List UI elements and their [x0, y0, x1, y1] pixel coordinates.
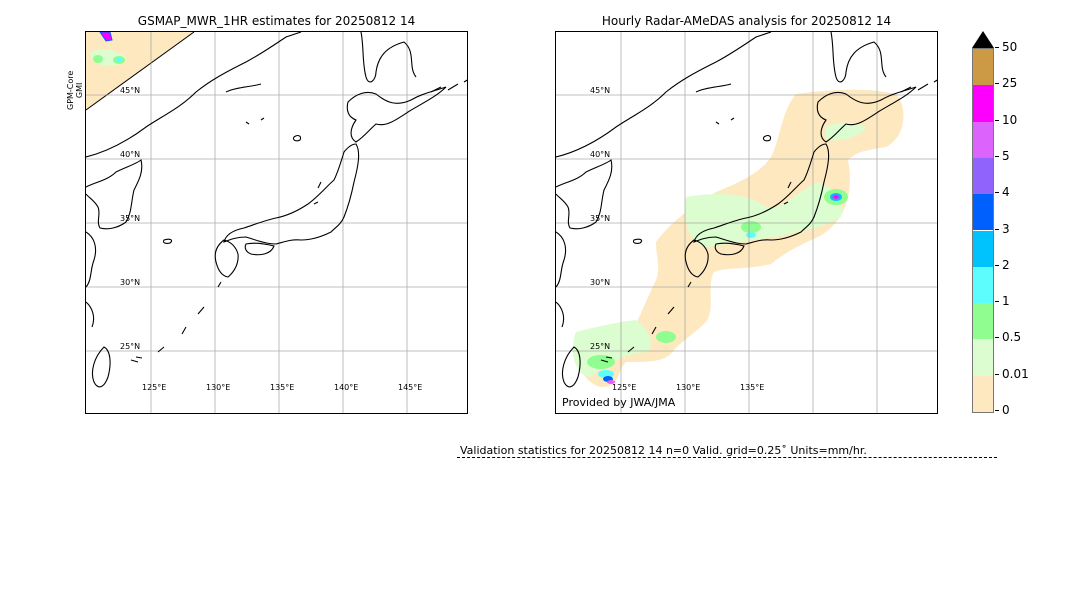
precip-0.01-area	[826, 122, 866, 141]
colorbar-tick-label: 25	[995, 76, 1017, 90]
colorbar-segment	[973, 230, 993, 267]
lat-label: 40°N	[590, 150, 611, 159]
precip-0.5-area	[741, 221, 761, 233]
right-map: 45°N 40°N 35°N 30°N 25°N 125°E 130°E 135…	[555, 31, 938, 414]
lon-label: 125°E	[142, 383, 167, 392]
colorbar-extend-arrow	[972, 31, 994, 48]
swath-edge	[86, 32, 195, 111]
colorbar-segment	[973, 157, 993, 195]
precip-0.5-area	[656, 331, 676, 343]
lon-label: 130°E	[676, 383, 701, 392]
lat-label: 45°N	[120, 86, 141, 95]
precip-25-area	[834, 195, 838, 199]
lon-label: 145°E	[398, 383, 423, 392]
colorbar-segment	[973, 194, 993, 231]
lon-label: 135°E	[740, 383, 765, 392]
colorbar-tick-label: 0.01	[995, 367, 1029, 381]
colorbar-segment	[973, 49, 993, 86]
satellite-name: GPM-Core	[66, 70, 75, 110]
lat-label: 45°N	[590, 86, 611, 95]
sensor-name: GMI	[75, 82, 84, 99]
lon-label: 140°E	[334, 383, 359, 392]
lat-label: 35°N	[120, 214, 141, 223]
lat-label: 30°N	[590, 278, 611, 287]
left-map: 45°N 40°N 35°N 30°N 25°N 125°E 130°E 135…	[85, 31, 468, 414]
colorbar-tick-label: 4	[995, 185, 1010, 199]
lon-label: 130°E	[206, 383, 231, 392]
colorbar-segment	[973, 339, 993, 376]
colorbar-segment	[973, 266, 993, 304]
left-map-canvas	[86, 32, 467, 413]
colorbar-segment	[973, 303, 993, 340]
precip-5-area	[607, 380, 615, 384]
lon-label: 135°E	[270, 383, 295, 392]
colorbar-segment	[973, 85, 993, 122]
lat-label: 30°N	[120, 278, 141, 287]
precip-1-area	[746, 232, 756, 238]
colorbar-tick-label: 5	[995, 149, 1010, 163]
colorbar-segment	[973, 375, 993, 412]
precip-25-area	[99, 32, 113, 42]
precip-0.5-area	[587, 355, 615, 369]
validation-divider	[457, 457, 997, 458]
colorbar-tick-label: 10	[995, 113, 1017, 127]
colorbar-tick-label: 3	[995, 222, 1010, 236]
precip-1-area	[93, 55, 103, 63]
lat-label: 35°N	[590, 214, 611, 223]
colorbar-tick-label: 0.5	[995, 330, 1021, 344]
lat-label: 25°N	[590, 342, 611, 351]
colorbar-tick-label: 50	[995, 40, 1017, 54]
left-map-title: GSMAP_MWR_1HR estimates for 20250812 14	[137, 14, 416, 28]
colorbar-tick-label: 1	[995, 294, 1010, 308]
right-map-canvas	[556, 32, 937, 413]
lat-label: 40°N	[120, 150, 141, 159]
validation-stats: Validation statistics for 20250812 14 n=…	[460, 444, 867, 457]
precip-2-area	[116, 57, 122, 63]
right-map-title: Hourly Radar-AMeDAS analysis for 2025081…	[601, 14, 892, 28]
lon-label: 125°E	[612, 383, 637, 392]
colorbar	[972, 48, 994, 413]
data-credit: Provided by JWA/JMA	[562, 396, 676, 409]
lat-label: 25°N	[120, 342, 141, 351]
colorbar-tick-label: 0	[995, 403, 1010, 417]
precip-1-area	[598, 370, 614, 378]
colorbar-segment	[973, 121, 993, 158]
colorbar-tick-label: 2	[995, 258, 1010, 272]
satellite-label: GPM-Core GMI	[66, 71, 84, 110]
